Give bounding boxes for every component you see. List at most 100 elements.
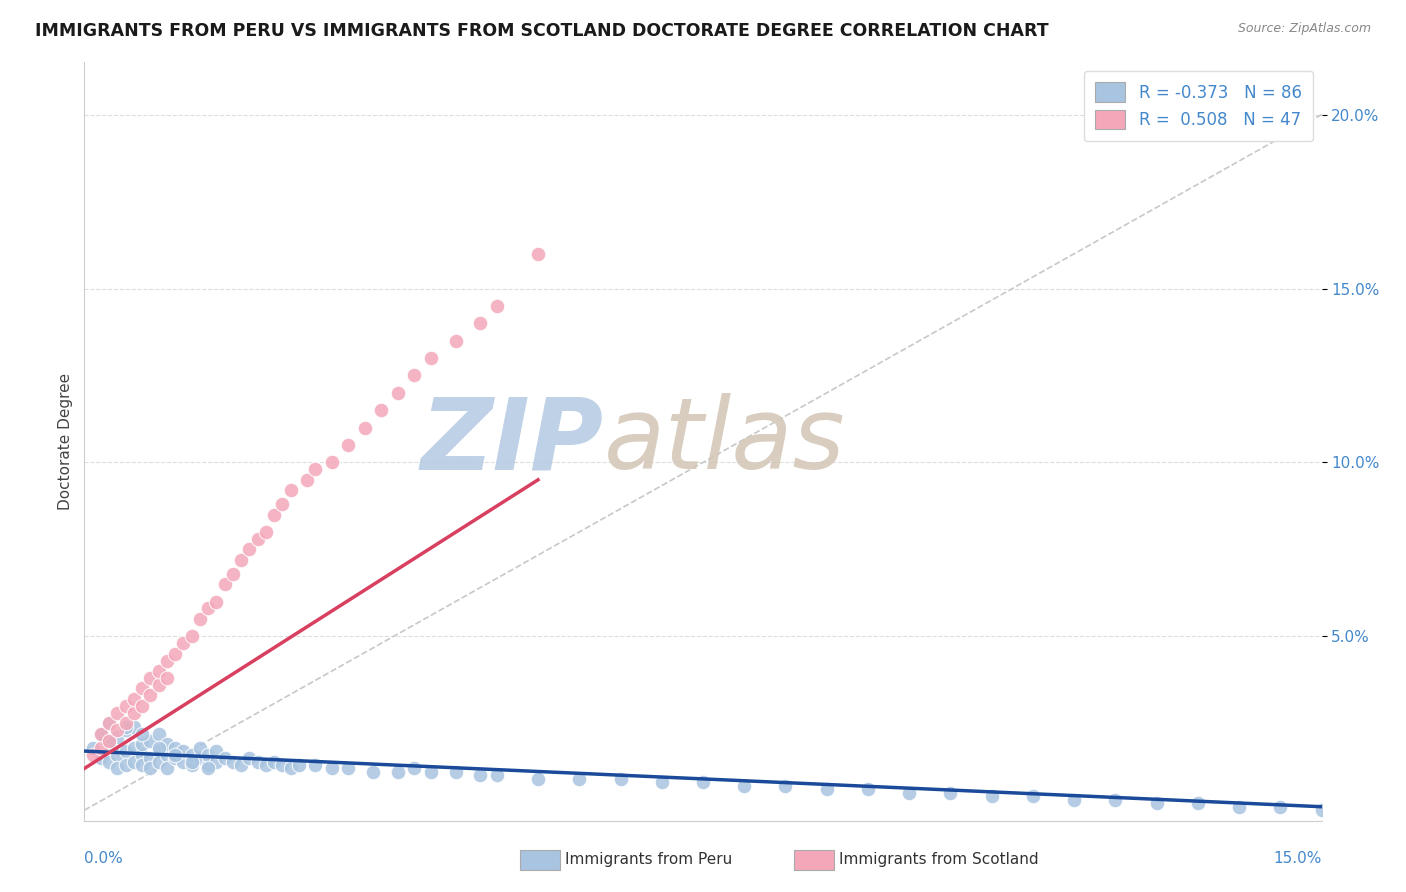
Legend: R = -0.373   N = 86, R =  0.508   N = 47: R = -0.373 N = 86, R = 0.508 N = 47 xyxy=(1084,70,1313,141)
Point xyxy=(180,758,202,772)
Point xyxy=(337,438,360,452)
Point xyxy=(114,744,136,758)
Point xyxy=(280,762,302,776)
Point xyxy=(131,698,153,713)
Point xyxy=(1146,797,1168,811)
Text: Source: ZipAtlas.com: Source: ZipAtlas.com xyxy=(1237,22,1371,36)
Point xyxy=(139,762,162,776)
Point xyxy=(353,420,375,434)
Point xyxy=(205,755,228,769)
Point xyxy=(387,764,409,779)
Point xyxy=(980,789,1002,804)
Point xyxy=(172,755,194,769)
Text: ZIP: ZIP xyxy=(420,393,605,490)
Point xyxy=(271,758,294,772)
Text: 0.0%: 0.0% xyxy=(84,851,124,866)
Point xyxy=(815,782,838,797)
Point xyxy=(404,762,426,776)
Point xyxy=(131,737,153,751)
Point xyxy=(148,678,170,692)
Point xyxy=(197,601,219,615)
Point xyxy=(246,532,269,546)
Point xyxy=(148,727,170,741)
Point xyxy=(180,747,202,762)
Point xyxy=(1063,793,1085,807)
Point xyxy=(1187,797,1209,811)
Point xyxy=(139,671,162,685)
Point xyxy=(82,740,104,755)
Point xyxy=(188,612,211,626)
Point xyxy=(98,716,121,731)
Point xyxy=(280,483,302,498)
Point xyxy=(90,727,112,741)
Point xyxy=(470,768,492,782)
Point xyxy=(419,764,441,779)
Point xyxy=(229,758,252,772)
Point xyxy=(82,747,104,762)
Point xyxy=(114,758,136,772)
Point xyxy=(131,758,153,772)
Point xyxy=(651,775,673,789)
Point xyxy=(205,594,228,608)
Point xyxy=(105,762,128,776)
Point xyxy=(90,751,112,765)
Point xyxy=(692,775,714,789)
Point xyxy=(304,758,326,772)
Point xyxy=(148,744,170,758)
Point xyxy=(370,403,392,417)
Point xyxy=(222,566,245,581)
Point xyxy=(1310,803,1333,817)
Point xyxy=(238,542,260,557)
Point xyxy=(122,706,145,720)
Point xyxy=(527,772,550,786)
Point xyxy=(1270,799,1292,814)
Point xyxy=(197,762,219,776)
Point xyxy=(214,577,236,591)
Point xyxy=(419,351,441,365)
Text: Immigrants from Scotland: Immigrants from Scotland xyxy=(839,853,1039,867)
Point xyxy=(229,553,252,567)
Point xyxy=(90,740,112,755)
Point xyxy=(205,744,228,758)
Point xyxy=(139,751,162,765)
Point xyxy=(105,747,128,762)
Point xyxy=(156,762,179,776)
Point xyxy=(105,723,128,738)
Point xyxy=(197,758,219,772)
Point xyxy=(98,716,121,731)
Point xyxy=(98,737,121,751)
Point xyxy=(122,692,145,706)
Point xyxy=(156,671,179,685)
Point xyxy=(733,779,755,793)
Text: IMMIGRANTS FROM PERU VS IMMIGRANTS FROM SCOTLAND DOCTORATE DEGREE CORRELATION CH: IMMIGRANTS FROM PERU VS IMMIGRANTS FROM … xyxy=(35,22,1049,40)
Point xyxy=(148,740,170,755)
Point xyxy=(148,664,170,678)
Point xyxy=(444,764,467,779)
Point xyxy=(214,751,236,765)
Text: Immigrants from Peru: Immigrants from Peru xyxy=(565,853,733,867)
Point xyxy=(527,246,550,260)
Point xyxy=(898,786,921,800)
Point xyxy=(295,473,318,487)
Point xyxy=(337,762,360,776)
Point xyxy=(172,636,194,650)
Point xyxy=(238,751,260,765)
Point xyxy=(122,740,145,755)
Point xyxy=(122,755,145,769)
Point xyxy=(775,779,797,793)
Point xyxy=(156,737,179,751)
Point xyxy=(114,698,136,713)
Point xyxy=(1227,799,1250,814)
Point xyxy=(180,629,202,643)
Point xyxy=(485,768,508,782)
Point xyxy=(90,727,112,741)
Point xyxy=(568,772,591,786)
Text: atlas: atlas xyxy=(605,393,845,490)
Point xyxy=(609,772,631,786)
Point xyxy=(288,758,311,772)
Point xyxy=(165,747,187,762)
Point xyxy=(404,368,426,383)
Point xyxy=(148,755,170,769)
Point xyxy=(98,755,121,769)
Point xyxy=(131,747,153,762)
